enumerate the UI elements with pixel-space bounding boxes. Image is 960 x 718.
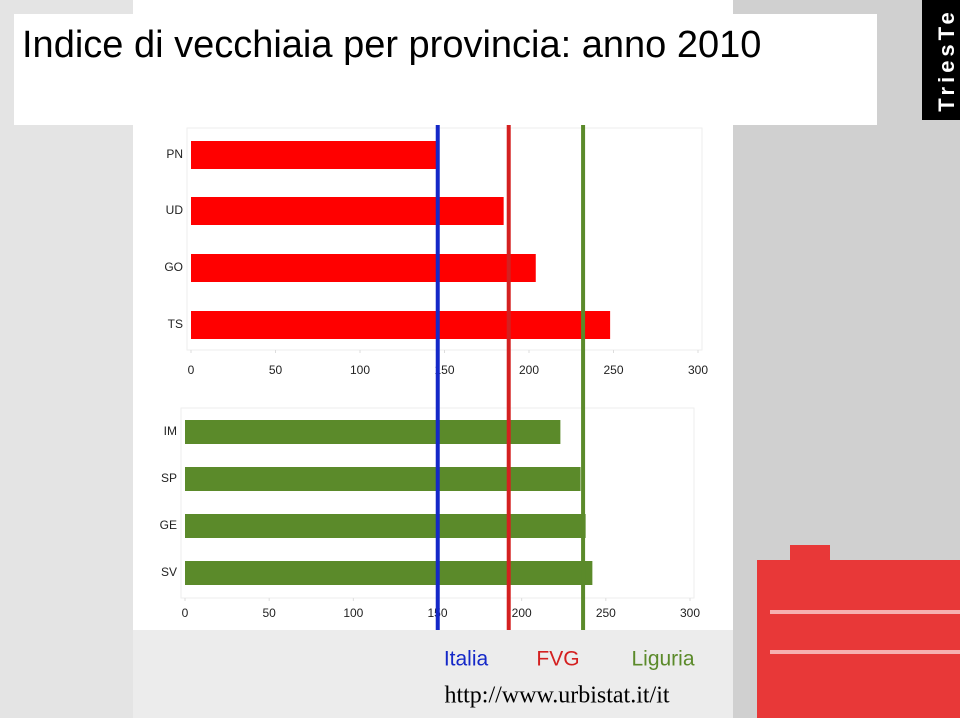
city-detail [770,650,960,654]
legend-label: Italia [444,648,489,671]
logo-box [922,0,960,120]
x-tick-label: 300 [680,606,700,620]
legend-label: Liguria [631,648,694,671]
x-tick-label: 250 [596,606,616,620]
title: Indice di vecchiaia per provincia: anno … [22,24,761,66]
bar [191,311,611,339]
bar [191,197,504,225]
x-tick-label: 0 [188,363,195,377]
x-tick-label: 300 [688,363,708,377]
bar [185,561,593,585]
bar [185,467,581,491]
city-silhouette [757,560,960,718]
bar [185,514,586,538]
legend-label: FVG [536,648,579,671]
x-tick-label: 50 [269,363,283,377]
x-tick-label: 100 [350,363,370,377]
city-tower [790,545,830,565]
y-tick-label: UD [166,203,184,217]
bar [185,420,561,444]
x-tick-label: 50 [262,606,276,620]
y-tick-label: TS [168,317,183,331]
x-tick-label: 250 [603,363,623,377]
x-tick-label: 100 [343,606,363,620]
city-image [757,545,960,718]
city-detail [770,610,960,614]
y-tick-label: GO [164,260,183,274]
bar [191,141,440,169]
footer-panel [133,630,733,718]
title-box [14,14,877,125]
y-tick-label: GE [160,518,177,532]
y-tick-label: SP [161,471,177,485]
x-tick-label: 0 [182,606,189,620]
bar [191,254,536,282]
y-tick-label: PN [166,147,183,161]
x-tick-label: 200 [512,606,532,620]
y-tick-label: IM [164,424,177,438]
logo: TriesTe [934,8,959,111]
x-tick-label: 200 [519,363,539,377]
source-url: http://www.urbistat.it/it [444,683,669,709]
y-tick-label: SV [161,565,177,579]
